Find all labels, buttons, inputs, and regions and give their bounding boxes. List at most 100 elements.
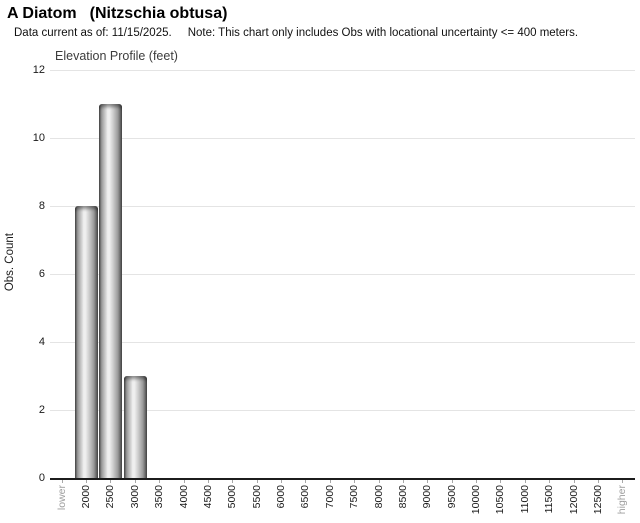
x-axis-cell: 2500 [99,480,123,514]
bar-slot [489,70,513,478]
x-axis-cell: 8000 [367,480,391,514]
x-axis-cell: 7000 [318,480,342,514]
y-axis-tick-label: 4 [38,336,45,348]
gridline [50,410,635,411]
x-axis-tick-label: 11500 [543,485,556,514]
x-axis-tick [573,480,575,483]
gridline [50,342,635,343]
x-axis-tick [451,480,453,483]
x-axis-tick-label: 2000 [80,485,93,509]
x-axis-tick-label: 9000 [421,485,434,509]
x-axis-tick-label: 6500 [299,485,312,509]
x-axis-tick-label: lower [55,485,68,511]
x-axis-tick-label: 6000 [275,485,288,509]
note-text: Note: This chart only includes Obs with … [187,27,579,39]
x-axis-cell: 4500 [196,480,220,514]
x-axis-cell: higher [611,480,635,514]
x-axis-tick-label: 8500 [396,485,409,509]
x-axis-cell: 12500 [586,480,610,514]
y-axis-labels: 0 2 4 6 8 10 12 [0,64,45,484]
x-axis-tick-label: 3000 [128,485,141,509]
gridline [50,274,635,275]
gridline [50,70,635,71]
bar-slot [367,70,391,478]
x-axis-tick [524,480,526,483]
bar-slot [343,70,367,478]
bar-slot [74,70,99,478]
bar-slot [294,70,318,478]
x-axis-cell: 10500 [489,480,513,514]
bar-slot [172,70,196,478]
x-axis-tick [597,480,599,483]
bar-slot [196,70,220,478]
x-axis-tick-label: 8000 [372,485,385,509]
x-axis-tick [134,480,136,483]
bar-slot [586,70,610,478]
x-axis-cell: 8500 [391,480,415,514]
gridline [50,138,635,139]
x-axis-tick [427,480,429,483]
x-axis-tick [86,480,88,483]
x-axis-tick [61,480,63,483]
bar-2500[interactable] [99,104,123,478]
x-axis-cell: lower [50,480,74,514]
x-axis-tick [207,480,209,483]
species-scientific-name: (Nitzschia obtusa) [89,5,228,22]
x-axis-cell: 11000 [513,480,537,514]
bar-slot [611,70,635,478]
bars-row [50,70,635,478]
x-axis-tick [305,480,307,483]
x-axis-cell: 9500 [440,480,464,514]
x-axis-cell: 9000 [416,480,440,514]
bar-slot [221,70,245,478]
bar-slot [318,70,342,478]
bar-3000[interactable] [123,376,147,478]
chart-title: Elevation Profile (feet) [55,49,178,63]
species-common-name: A Diatom [7,5,77,22]
x-axis-tick-label: 12000 [567,485,580,515]
x-axis-tick [476,480,478,483]
x-axis-cell: 3000 [123,480,147,514]
x-axis-tick-label: 5000 [226,485,239,509]
x-axis-cell: 4000 [172,480,196,514]
data-current-text: Data current as of: 11/15/2025. [14,27,172,39]
x-axis-tick [329,480,331,483]
bar-slot [99,70,123,478]
bar-slot [440,70,464,478]
x-axis-tick-label: 10000 [470,485,483,515]
x-axis-cell: 5500 [245,480,269,514]
x-axis-tick [402,480,404,483]
y-axis-tick-label: 0 [38,472,45,484]
x-axis-tick [281,480,283,483]
bar-slot [416,70,440,478]
page-title: A Diatom (Nitzschia obtusa) [7,5,227,23]
x-axis-cell: 10000 [464,480,488,514]
x-axis-cell: 12000 [562,480,586,514]
x-axis-row: lower 2000 2500 3000 3500 4000 4500 5000 5500 600… [50,480,635,514]
x-axis-cell: 7500 [343,480,367,514]
x-axis-cell: 6500 [294,480,318,514]
x-axis-cell: 6000 [269,480,293,514]
y-axis-tick-label: 8 [38,200,45,212]
x-axis-tick-label: 7500 [348,485,361,509]
x-axis-tick-label: higher [616,485,629,515]
x-axis-tick-label: 12500 [591,485,604,515]
gridline [50,206,635,207]
x-axis-tick [354,480,356,483]
x-axis-tick-label: 4000 [177,485,190,509]
x-axis-tick-label: 11000 [518,485,531,514]
x-axis-tick [622,480,624,483]
x-axis-tick-label: 4500 [201,485,214,509]
x-axis-tick-label: 10500 [494,485,507,515]
x-axis-tick [500,480,502,483]
y-axis-tick-label: 12 [32,64,45,76]
x-axis-tick [159,480,161,483]
bar-slot [123,70,147,478]
y-axis-tick-label: 6 [38,268,45,280]
bar-2000[interactable] [75,206,99,478]
x-axis-cell: 2000 [74,480,98,514]
x-axis-tick [110,480,112,483]
x-axis-tick [232,480,234,483]
x-axis-tick [183,480,185,483]
